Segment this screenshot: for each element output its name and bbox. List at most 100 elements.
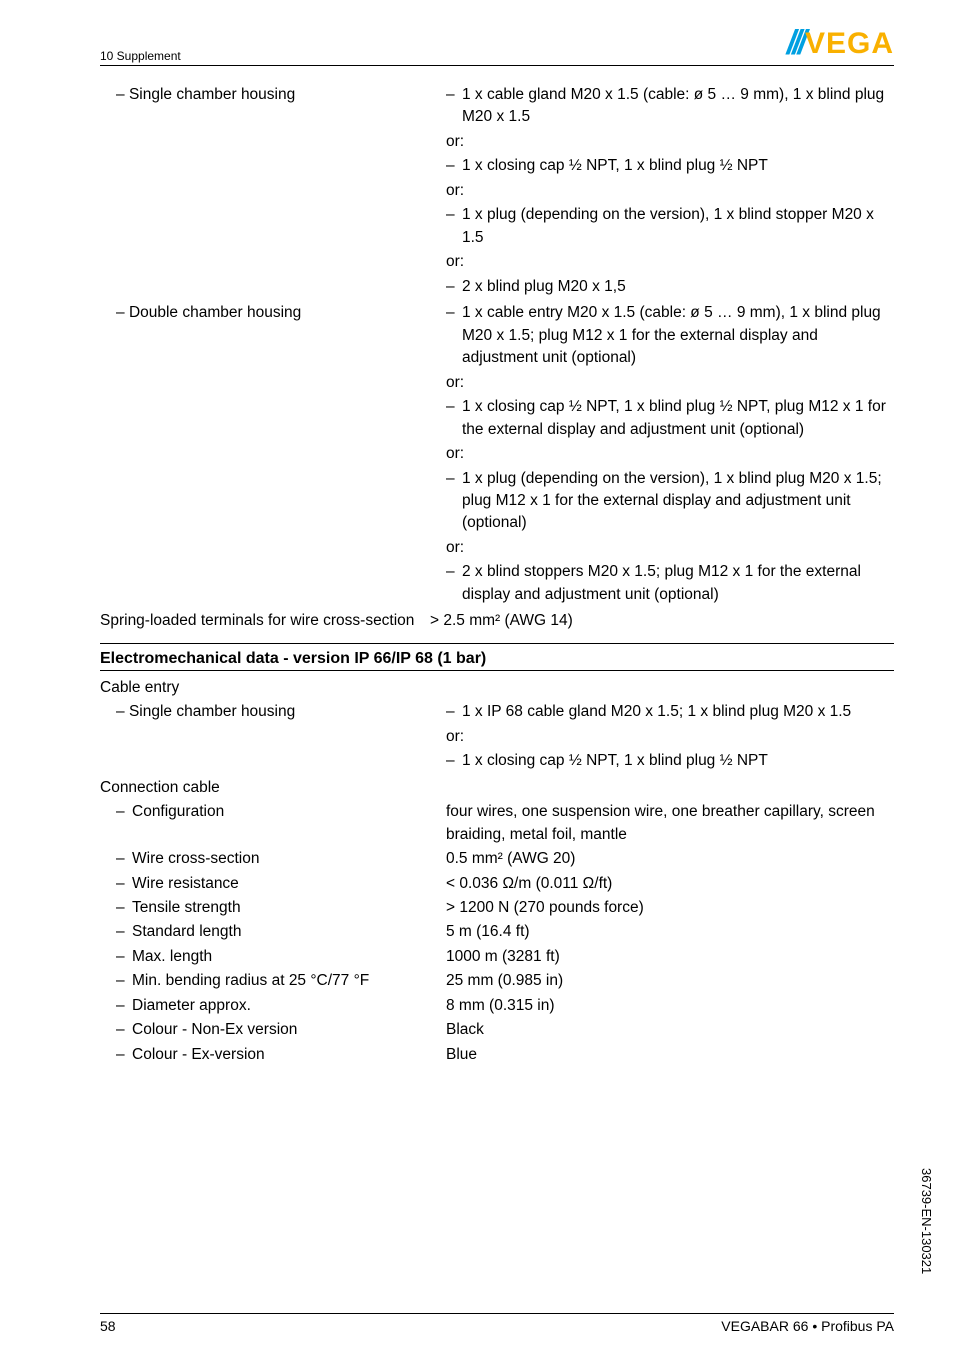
spec-label-text: Min. bending radius at 25 °C/77 °F	[132, 972, 369, 989]
value-sub-item: –1 x plug (depending on the version), 1 …	[446, 468, 894, 535]
spec-row: –Min. bending radius at 25 °C/77 °F25 mm…	[100, 970, 894, 992]
dash-icon: –	[116, 1044, 132, 1066]
spec-row: –Wire cross-section0.5 mm² (AWG 20)	[100, 848, 894, 870]
spec-label-text: Colour - Non-Ex version	[132, 1021, 297, 1038]
spec-label-text: Configuration	[132, 803, 224, 820]
spec-value: four wires, one suspension wire, one bre…	[446, 801, 894, 846]
value-sub-item: –2 x blind plug M20 x 1,5	[446, 276, 894, 298]
value-single-chamber: –1 x cable gland M20 x 1.5 (cable: ø 5 ……	[446, 84, 894, 300]
dash-icon: –	[446, 701, 462, 723]
spec-value: Blue	[446, 1044, 894, 1066]
page-footer: 58 VEGABAR 66 • Profibus PA	[100, 1313, 894, 1334]
label-text: Double chamber housing	[129, 304, 301, 321]
dash-icon: –	[116, 1019, 132, 1041]
dash-icon: –	[446, 396, 462, 441]
dash-icon: –	[116, 897, 132, 919]
dash-icon: –	[446, 155, 462, 177]
spec-label-text: Standard length	[132, 923, 241, 940]
value-sub-item: –1 x cable gland M20 x 1.5 (cable: ø 5 ……	[446, 84, 894, 129]
value-sub-text: 1 x closing cap ½ NPT, 1 x blind plug ½ …	[462, 155, 894, 177]
value-sub-text: 1 x closing cap ½ NPT, 1 x blind plug ½ …	[462, 750, 894, 772]
spec-label-text: Max. length	[132, 948, 212, 965]
spec-label: –Colour - Non-Ex version	[100, 1019, 446, 1041]
label-double-chamber: – Double chamber housing	[100, 302, 446, 608]
value-double-chamber: –1 x cable entry M20 x 1.5 (cable: ø 5 ……	[446, 302, 894, 608]
spec-row: –Diameter approx.8 mm (0.315 in)	[100, 995, 894, 1017]
spec-value: 8 mm (0.315 in)	[446, 995, 894, 1017]
value-spring-terminals: > 2.5 mm² (AWG 14)	[430, 610, 894, 632]
value-sub-text: 1 x closing cap ½ NPT, 1 x blind plug ½ …	[462, 396, 894, 441]
spec-label-text: Wire cross-section	[132, 850, 259, 867]
dash-icon: –	[116, 946, 132, 968]
value-sub-text: 2 x blind plug M20 x 1,5	[462, 276, 894, 298]
spec-label-text: Diameter approx.	[132, 997, 251, 1014]
value-sub-item: –1 x plug (depending on the version), 1 …	[446, 204, 894, 249]
spec-label: –Wire resistance	[100, 873, 446, 895]
label-single-chamber-2: – Single chamber housing	[100, 701, 446, 774]
row-single-chamber: – Single chamber housing –1 x cable glan…	[100, 84, 894, 300]
side-doc-code: 36739-EN-130321	[919, 1168, 934, 1274]
value-sub-text: 1 x cable gland M20 x 1.5 (cable: ø 5 … …	[462, 84, 894, 129]
dash-icon: –	[446, 468, 462, 535]
row-spring-terminals: Spring-loaded terminals for wire cross-s…	[100, 610, 894, 632]
value-sub-item: –1 x closing cap ½ NPT, 1 x blind plug ½…	[446, 155, 894, 177]
dash-icon: –	[116, 873, 132, 895]
page: 10 Supplement /// VEGA – Single chamber …	[0, 0, 954, 1354]
section-label: 10 Supplement	[100, 49, 181, 63]
spec-value: 25 mm (0.985 in)	[446, 970, 894, 992]
spec-value: Black	[446, 1019, 894, 1041]
section-heading-electromechanical: Electromechanical data - version IP 66/I…	[100, 650, 894, 668]
spec-value: 5 m (16.4 ft)	[446, 921, 894, 943]
value-single-chamber-2: –1 x IP 68 cable gland M20 x 1.5; 1 x bl…	[446, 701, 894, 774]
spec-value: < 0.036 Ω/m (0.011 Ω/ft)	[446, 873, 894, 895]
label-spring-terminals: Spring-loaded terminals for wire cross-s…	[100, 610, 430, 632]
logo-slashes-icon: ///	[787, 24, 803, 63]
value-sub-item: –1 x closing cap ½ NPT, 1 x blind plug ½…	[446, 396, 894, 441]
row-cable-entry-heading: Cable entry	[100, 677, 894, 699]
dash-icon: –	[116, 703, 125, 720]
or-label: or:	[446, 726, 894, 748]
spec-label: –Configuration	[100, 801, 446, 846]
or-label: or:	[446, 180, 894, 202]
row-single-chamber-2: – Single chamber housing –1 x IP 68 cabl…	[100, 701, 894, 774]
logo-text: VEGA	[805, 27, 894, 61]
spec-row: –Configurationfour wires, one suspension…	[100, 801, 894, 846]
dash-icon: –	[446, 750, 462, 772]
spec-label-text: Tensile strength	[132, 899, 241, 916]
connection-cable-rows: –Configurationfour wires, one suspension…	[100, 801, 894, 1066]
value-sub-text: 1 x plug (depending on the version), 1 x…	[462, 468, 894, 535]
spec-row: –Max. length1000 m (3281 ft)	[100, 946, 894, 968]
label-text: Single chamber housing	[129, 86, 295, 103]
doc-title: VEGABAR 66 • Profibus PA	[721, 1318, 894, 1334]
spec-row: –Colour - Ex-versionBlue	[100, 1044, 894, 1066]
spec-label: –Min. bending radius at 25 °C/77 °F	[100, 970, 446, 992]
or-label: or:	[446, 131, 894, 153]
or-label: or:	[446, 537, 894, 559]
page-header: 10 Supplement /// VEGA	[100, 24, 894, 66]
dash-icon: –	[446, 84, 462, 129]
dash-icon: –	[116, 848, 132, 870]
cable-entry-heading: Cable entry	[100, 677, 430, 699]
dash-icon: –	[116, 970, 132, 992]
spec-label: –Standard length	[100, 921, 446, 943]
dash-icon: –	[446, 561, 462, 606]
or-label: or:	[446, 372, 894, 394]
value-sub-item: –1 x IP 68 cable gland M20 x 1.5; 1 x bl…	[446, 701, 894, 723]
dash-icon: –	[446, 302, 462, 369]
value-sub-item: –2 x blind stoppers M20 x 1.5; plug M12 …	[446, 561, 894, 606]
row-double-chamber: – Double chamber housing –1 x cable entr…	[100, 302, 894, 608]
value-sub-item: –1 x cable entry M20 x 1.5 (cable: ø 5 ……	[446, 302, 894, 369]
spec-row: –Standard length5 m (16.4 ft)	[100, 921, 894, 943]
spec-label: –Tensile strength	[100, 897, 446, 919]
value-sub-text: 2 x blind stoppers M20 x 1.5; plug M12 x…	[462, 561, 894, 606]
spec-value: 0.5 mm² (AWG 20)	[446, 848, 894, 870]
dash-icon: –	[116, 801, 132, 823]
value-sub-text: 1 x plug (depending on the version), 1 x…	[462, 204, 894, 249]
section-divider	[100, 670, 894, 671]
spec-label: –Wire cross-section	[100, 848, 446, 870]
spec-label-text: Wire resistance	[132, 875, 239, 892]
or-label: or:	[446, 251, 894, 273]
label-text: Single chamber housing	[129, 703, 295, 720]
page-number: 58	[100, 1318, 116, 1334]
value-sub-text: 1 x cable entry M20 x 1.5 (cable: ø 5 … …	[462, 302, 894, 369]
